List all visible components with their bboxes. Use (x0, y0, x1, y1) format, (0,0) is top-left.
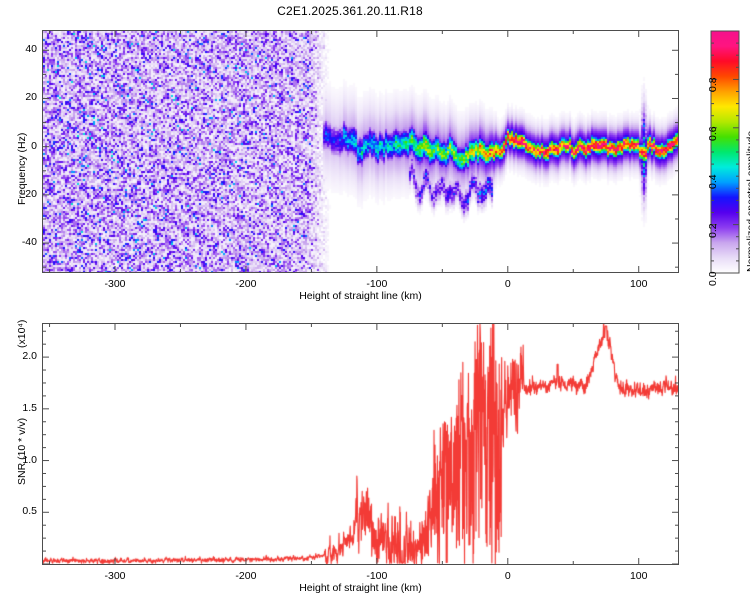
tick-label: 40 (25, 43, 37, 56)
spectrogram-x-axis-label: Height of straight line (km) (299, 290, 422, 302)
tick-label: 0 (504, 278, 511, 290)
snr-x-axis-label: Height of straight line (km) (299, 582, 422, 594)
tick-label: 0 (504, 570, 511, 582)
colorbar-tick-label: 0.2 (707, 222, 719, 238)
tick-label: 100 (629, 570, 648, 582)
tick-label: -40 (21, 236, 37, 249)
spectrogram-panel (42, 30, 679, 273)
tick-label: 2.0 (22, 350, 37, 363)
tick-label: -300 (104, 570, 126, 582)
spectrogram-y-axis-label: Frequency (Hz) (16, 132, 28, 205)
snr-y-axis-label: SNR (10 * v/v) (16, 417, 28, 485)
tick-label: -200 (235, 278, 257, 290)
snr-y-axis-exponent: (x10⁴) (16, 319, 28, 348)
tick-label: 0 (31, 139, 37, 152)
colorbar-tick-label: 0.8 (707, 77, 719, 93)
snr-trace-canvas (43, 324, 678, 564)
tick-label: 1.0 (22, 453, 37, 466)
tick-label: -100 (366, 570, 388, 582)
figure-title: C2E1.2025.361.20.11.R18 (277, 4, 423, 18)
tick-label: 0.5 (22, 505, 37, 518)
colorbar-title: Normalized spectral amplitude (745, 130, 750, 272)
tick-label: 1.5 (22, 401, 37, 414)
tick-label: -100 (366, 278, 388, 290)
colorbar-tick-label: 0.6 (707, 126, 719, 141)
tick-label: -200 (235, 570, 257, 582)
tick-label: 20 (25, 91, 37, 104)
snr-panel (42, 323, 679, 565)
colorbar-tick-label: 0.4 (707, 174, 719, 190)
tick-label: -300 (104, 278, 126, 290)
colorbar-tick-label: 0.0 (707, 271, 719, 286)
tick-label: -20 (21, 187, 37, 200)
tick-label: 100 (629, 278, 648, 290)
spectrogram-canvas (43, 31, 678, 272)
